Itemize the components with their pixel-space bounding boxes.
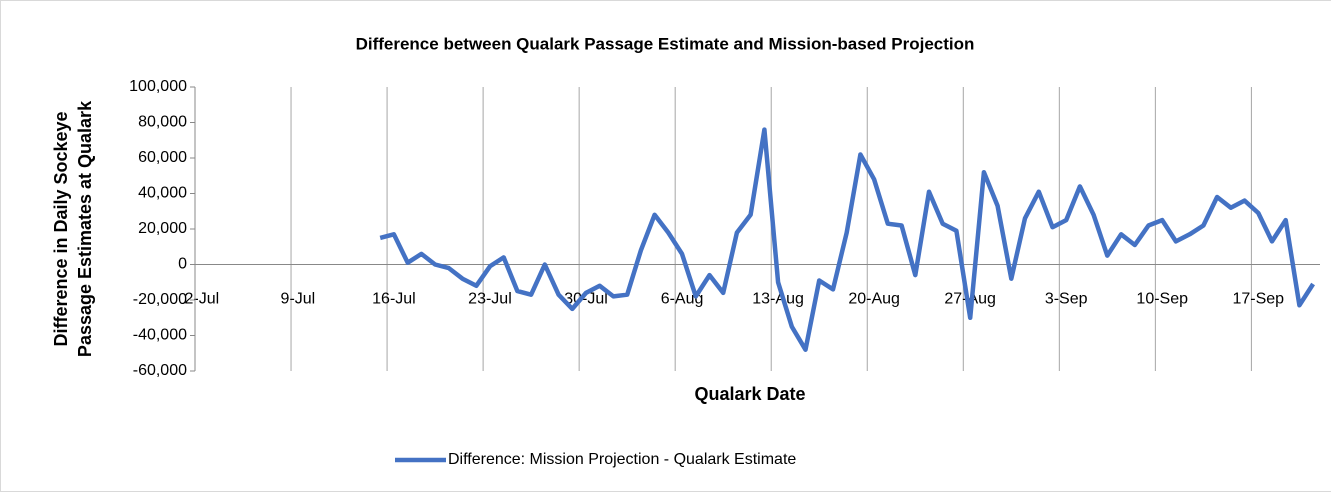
y-tick-label: 40,000 [138,185,187,202]
x-tick-label: 2-Jul [185,291,220,308]
y-axis-title: Difference in Daily Sockeye [51,111,71,346]
x-tick-label: 17-Sep [1232,291,1284,308]
x-tick-label: 13-Aug [752,291,804,308]
x-tick-label: 6-Aug [661,291,704,308]
y-tick-label: -60,000 [133,362,187,379]
y-tick-label: -40,000 [133,327,187,344]
y-tick-label: 80,000 [138,114,187,131]
x-tick-label: 23-Jul [468,291,512,308]
y-tick-label: 60,000 [138,149,187,166]
y-tick-label: 20,000 [138,220,187,237]
x-axis-title: Qualark Date [694,384,805,404]
x-tick-label: 9-Jul [281,291,316,308]
y-tick-label: 100,000 [129,78,187,95]
y-tick-label: 0 [178,256,187,273]
x-tick-label: 16-Jul [372,291,416,308]
x-tick-label: 3-Sep [1045,291,1088,308]
legend-label: Difference: Mission Projection - Qualark… [448,451,796,468]
chart-title: Difference between Qualark Passage Estim… [356,34,975,53]
x-tick-label: 10-Sep [1136,291,1188,308]
series-line [379,127,1315,352]
y-axis-title: Passage Estimates at Qualark [75,100,95,357]
y-tick-label: -20,000 [133,291,187,308]
x-tick-label: 20-Aug [848,291,900,308]
